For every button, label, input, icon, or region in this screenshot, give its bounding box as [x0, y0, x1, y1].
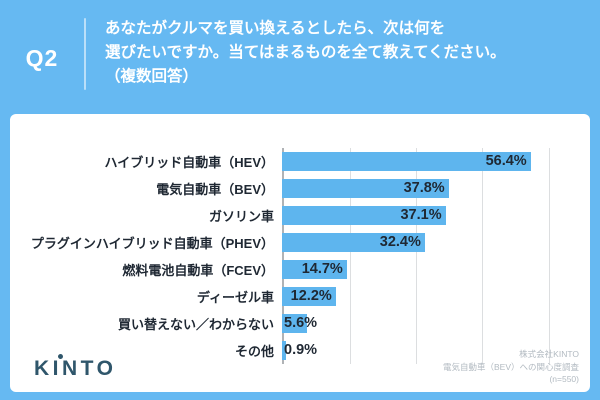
credit-line: 電気自動車（BEV）への関心度調査 — [442, 361, 579, 372]
question-number: Q2 — [25, 45, 59, 71]
gridline — [548, 148, 550, 364]
chart-rows: ハイブリッド自動車（HEV） 56.4% 電気自動車（BEV） 37.8% ガソリン車 3… — [10, 148, 590, 364]
gridline — [482, 148, 484, 364]
category-label: その他 — [234, 344, 274, 359]
bar-cell: 0.9% — [282, 341, 562, 360]
category-label: 燃料電池自動車（FCEV） — [122, 263, 274, 278]
value-label: 32.4% — [379, 234, 421, 250]
bar-cell: 56.4% — [282, 152, 562, 171]
bar — [282, 179, 449, 198]
value-label: 37.8% — [403, 180, 445, 196]
value-label: 14.7% — [301, 261, 343, 277]
question-line: 選びたいですか。当てはまるものを全て教えてください。 — [105, 44, 506, 61]
chart-card: ハイブリッド自動車（HEV） 56.4% 電気自動車（BEV） 37.8% ガソリン車 3… — [10, 114, 590, 392]
chart-row: 買い替えない／わからない 5.6% — [10, 310, 590, 337]
value-label: 37.1% — [400, 207, 442, 223]
chart: ハイブリッド自動車（HEV） 56.4% 電気自動車（BEV） 37.8% ガソリン車 3… — [10, 148, 590, 364]
bar-cell: 5.6% — [282, 314, 562, 333]
bar — [282, 260, 347, 279]
gridline — [350, 148, 352, 364]
chart-row: 電気自動車（BEV） 37.8% — [10, 175, 590, 202]
value-label: 5.6% — [284, 315, 318, 331]
category-label: ガソリン車 — [208, 209, 274, 224]
chart-row: 燃料電池自動車（FCEV） 14.7% — [10, 256, 590, 283]
bar — [282, 152, 531, 171]
plot-area — [282, 148, 564, 364]
question-header: Q2 あなたがクルマを買い換えるとしたら、次は何を選びたいですか。当てはまるもの… — [0, 0, 600, 114]
chart-row: ディーゼル車 12.2% — [10, 283, 590, 310]
bar-cell: 37.1% — [282, 206, 562, 225]
question-line: （複数回答） — [105, 68, 199, 85]
bar — [282, 206, 446, 225]
category-label: ハイブリッド自動車（HEV） — [104, 155, 274, 170]
question-text: あなたがクルマを買い換えるとしたら、次は何を選びたいですか。当てはまるものを全て… — [105, 17, 506, 89]
chart-row: プラグインハイブリッド自動車（PHEV） 32.4% — [10, 229, 590, 256]
bar — [282, 314, 307, 333]
bar — [282, 341, 286, 360]
category-label: 買い替えない／わからない — [117, 317, 274, 332]
kinto-logo: KINTO — [34, 353, 117, 381]
chart-row: その他 0.9% — [10, 337, 590, 364]
category-label: プラグインハイブリッド自動車（PHEV） — [30, 236, 274, 251]
value-label: 12.2% — [290, 288, 332, 304]
bar-cell: 37.8% — [282, 179, 562, 198]
category-label: 電気自動車（BEV） — [156, 182, 274, 197]
bar-cell: 32.4% — [282, 233, 562, 252]
value-label: 56.4% — [485, 153, 527, 169]
bar-cell: 12.2% — [282, 287, 562, 306]
gridline — [416, 148, 418, 364]
category-label: ディーゼル車 — [196, 290, 274, 305]
survey-credit: 株式会社KINTO 電気自動車（BEV）への関心度調査 (n=550) — [443, 348, 579, 386]
bar — [282, 233, 425, 252]
chart-row: ガソリン車 37.1% — [10, 202, 590, 229]
bar-cell: 14.7% — [282, 260, 562, 279]
chart-row: ハイブリッド自動車（HEV） 56.4% — [10, 148, 590, 175]
value-label: 0.9% — [284, 342, 318, 358]
credit-line: 株式会社KINTO — [519, 348, 579, 359]
bar — [282, 287, 336, 306]
header-divider — [84, 18, 86, 90]
credit-line: (n=550) — [549, 374, 579, 385]
question-line: あなたがクルマを買い換えるとしたら、次は何を — [105, 20, 446, 37]
kinto-logo-text: KINTO — [34, 357, 117, 380]
